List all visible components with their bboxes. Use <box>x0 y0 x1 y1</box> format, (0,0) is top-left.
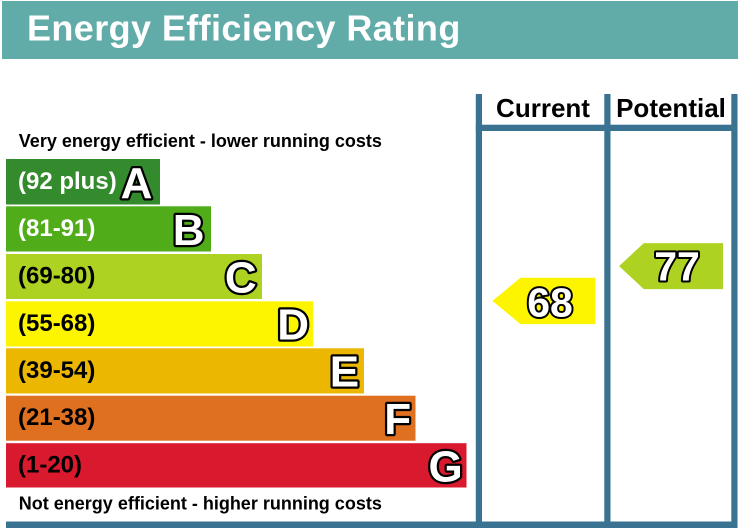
svg-text:(92 plus): (92 plus) <box>18 168 117 195</box>
svg-text:D: D <box>277 301 309 350</box>
svg-text:Energy Efficiency Rating: Energy Efficiency Rating <box>27 8 461 49</box>
svg-text:B: B <box>173 206 205 255</box>
svg-text:68: 68 <box>527 279 573 325</box>
svg-text:A: A <box>121 159 153 208</box>
svg-text:(55-68): (55-68) <box>18 310 95 337</box>
svg-text:(1-20): (1-20) <box>18 451 82 478</box>
svg-text:C: C <box>225 253 257 302</box>
svg-text:G: G <box>428 442 462 491</box>
svg-text:E: E <box>330 348 359 397</box>
svg-text:Current: Current <box>496 93 590 123</box>
svg-text:77: 77 <box>654 243 700 289</box>
svg-text:(69-80): (69-80) <box>18 263 95 290</box>
svg-text:Potential: Potential <box>616 93 726 123</box>
svg-text:(21-38): (21-38) <box>18 404 95 431</box>
svg-text:(39-54): (39-54) <box>18 357 95 384</box>
svg-text:Very energy efficient - lower: Very energy efficient - lower running co… <box>19 131 382 151</box>
svg-text:(81-91): (81-91) <box>18 215 95 242</box>
svg-text:F: F <box>384 395 411 444</box>
svg-text:Not energy efficient - higher: Not energy efficient - higher running co… <box>19 493 382 513</box>
